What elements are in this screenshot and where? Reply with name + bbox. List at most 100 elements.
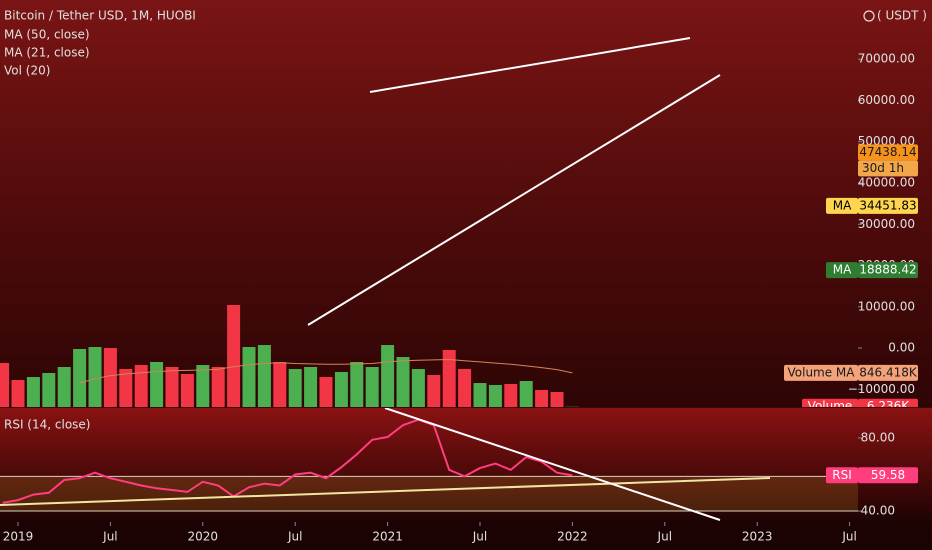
badge-value: 6.236K: [867, 399, 910, 413]
volume-bar: [11, 379, 25, 407]
price-tick-label: 40000.00: [858, 175, 915, 189]
badge-value: 846.418K: [859, 365, 918, 379]
volume-bar: [304, 366, 318, 407]
volume-bar: [488, 384, 502, 407]
volume-bar: [196, 365, 210, 407]
legend-rsi: RSI (14, close): [4, 418, 90, 432]
price-tick-label: −10000.00: [848, 382, 915, 396]
badge-value-bg: [858, 262, 918, 279]
currency-icon: [863, 10, 875, 22]
volume-bar: [119, 369, 133, 407]
volume-bar: [550, 391, 564, 407]
price-badges: 30d 1h 47438.14 MA 34451.83 MA 18888.42 Volume…: [784, 144, 918, 413]
countdown: 30d 1h: [862, 161, 904, 175]
badge-label-bg: [826, 197, 858, 214]
badge-value: 18888.42: [859, 263, 916, 277]
price-tick-label: 70000.00: [858, 52, 915, 66]
time-tick-label: Jul: [472, 530, 487, 544]
rsi: [0, 418, 858, 512]
rsi-badges: 80.00 40.00 RSI 59.58: [826, 430, 918, 518]
badge-label: MA: [833, 263, 852, 277]
price-tick-label: 0.00: [888, 341, 915, 355]
time-axis: [0, 522, 932, 550]
rsi-drawings: [0, 408, 771, 521]
time-tick-label: Jul: [102, 530, 117, 544]
volume-bar: [180, 373, 194, 407]
volume-bar: [26, 377, 40, 407]
currency-label: ( USDT ): [863, 9, 927, 23]
symbol-title: Bitcoin / Tether USD, 1M, HUOBI: [4, 9, 196, 23]
badge-label-bg: [826, 467, 858, 484]
volume-bar: [519, 380, 533, 407]
badge-value: 34451.83: [859, 198, 916, 212]
volume-bar: [165, 366, 179, 407]
volume-bar: [242, 346, 256, 407]
volume-bar: [473, 383, 487, 407]
rsi-tick-label: 40.00: [861, 504, 895, 518]
volume-bar: [57, 366, 71, 407]
badge-value: 59.58: [871, 468, 905, 482]
badge-label-bg: [826, 262, 858, 279]
volume-bar: [458, 369, 472, 407]
time-tick-label: 2021: [372, 530, 403, 544]
volume-bar: [365, 366, 379, 407]
price-tick-label: 30000.00: [858, 217, 915, 231]
volume-bar: [396, 357, 410, 407]
volume-bar: [288, 369, 302, 407]
volume-bar: [73, 348, 87, 407]
badge-value-bg: [858, 467, 918, 484]
volume-bar: [227, 305, 241, 407]
time-tick-label: 2022: [557, 530, 588, 544]
legend-volume: Vol (20): [4, 64, 50, 78]
trend-line: [307, 74, 721, 326]
price-ticks: 70000.0060000.0050000.0040000.0030000.00…: [848, 52, 915, 396]
rsi-tick-label: 80.00: [861, 430, 895, 444]
volume-bar: [442, 350, 456, 407]
countdown-bg: [858, 160, 918, 177]
time-tick-label: Jul: [657, 530, 672, 544]
badge-value-bg: [858, 398, 918, 407]
badge-label: Volume MA: [787, 365, 855, 379]
volume-bar: [257, 345, 271, 407]
volume-bar: [211, 366, 225, 407]
main-pane: [0, 0, 932, 407]
volume-bar: [535, 390, 549, 407]
volume-bar: [504, 384, 518, 407]
volume-bar: [319, 377, 333, 407]
trend-line: [0, 477, 771, 506]
volume-bar: [150, 362, 164, 407]
time-tick-label: 2023: [742, 530, 773, 544]
volume-bar: [273, 362, 287, 407]
legend-ma50: MA (50, close): [4, 28, 90, 42]
badge-value-bg: [858, 144, 918, 161]
badge-value-bg: [858, 364, 918, 381]
badge-value: 47438.14: [859, 145, 916, 159]
trend-line: [384, 408, 721, 521]
header: Bitcoin / Tether USD, 1M, HUOBI MA (50, …: [4, 9, 196, 432]
badge-value-bg: [858, 197, 918, 214]
time-tick-label: 2019: [3, 530, 34, 544]
legend-ma21: MA (21, close): [4, 46, 90, 60]
badge-label-bg: [784, 364, 858, 381]
rsi-pane: [0, 408, 932, 522]
volume-bar: [411, 369, 425, 407]
volume-ma-line: [79, 358, 573, 384]
volume-bar: [88, 346, 102, 407]
badge-label: RSI: [832, 468, 852, 482]
volume-bar: [42, 372, 56, 407]
volume-bar: [134, 365, 148, 407]
rsi-line: [2, 418, 573, 504]
volume-bar: [350, 362, 364, 407]
time-ticks: 2019 Jul 2020 Jul 2021 Jul 2022 Jul 2023 Jul: [3, 522, 857, 544]
rsi-band: [0, 476, 858, 512]
badge-label: Volume: [808, 399, 853, 413]
volume-bar: [334, 371, 348, 407]
volume: [0, 305, 579, 407]
time-tick-label: Jul: [841, 530, 856, 544]
badge-label: MA: [833, 198, 852, 212]
volume-bar: [381, 345, 395, 407]
trend-line: [369, 37, 691, 93]
currency: ( USDT ): [877, 9, 927, 23]
volume-bar: [103, 347, 117, 407]
